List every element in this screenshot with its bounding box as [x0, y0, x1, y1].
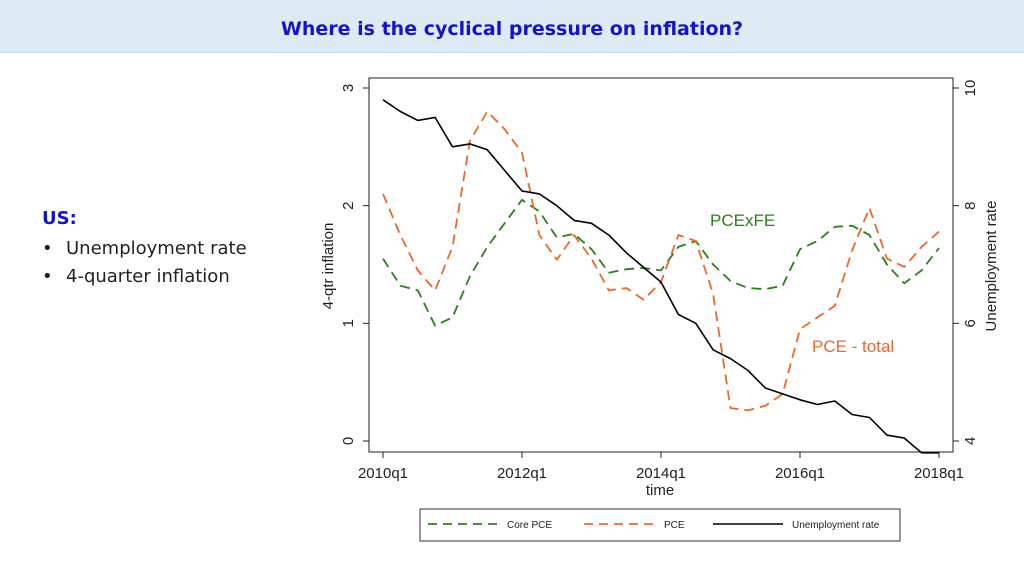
y2-axis-label: Unemployment rate: [983, 201, 1000, 332]
legend-label-core-pce: Core PCE: [507, 520, 552, 531]
y2-tick-label: 10: [962, 80, 979, 97]
y-axis-label: 4-qtr inflation: [320, 223, 337, 310]
y-tick-label: 3: [340, 84, 357, 92]
x-tick-label: 2010q1: [358, 465, 408, 482]
y2-tick-label: 6: [962, 319, 979, 327]
legend-label-pce: PCE: [664, 520, 685, 531]
x-tick-label: 2012q1: [497, 465, 547, 482]
y2-tick-label: 8: [962, 201, 979, 209]
x-tick-label: 2016q1: [775, 465, 825, 482]
bullet-heading: US:: [42, 208, 77, 229]
axis-layer: 2010q1 2012q1 2014q1 2016q1 2018q1 0 1 2 3 4 6 8 10: [340, 80, 979, 482]
series-line-unemployment-rate: [382, 99, 939, 454]
annotation-pcexfe: PCExFE: [710, 211, 775, 230]
series-line-core-pce: [382, 198, 940, 327]
legend-label-unemployment: Unemployment rate: [792, 520, 880, 531]
bullet-dot-icon: •: [42, 238, 53, 259]
x-tick-label: 2014q1: [636, 465, 686, 482]
bullet-dot-icon: •: [42, 266, 53, 287]
y-tick-label: 0: [340, 437, 357, 445]
bullet-item-inflation: • 4-quarter inflation: [42, 263, 247, 291]
slide-title: Where is the cyclical pressure on inflat…: [280, 18, 744, 40]
bullet-text: 4-quarter inflation: [66, 266, 230, 287]
bullet-item-unemployment: • Unemployment rate: [42, 235, 247, 263]
y2-tick-label: 4: [962, 437, 979, 445]
series-line-pce: [382, 110, 940, 412]
annotation-pce-total: PCE - total: [812, 337, 894, 356]
plot-area-frame: [368, 77, 954, 453]
y-tick-label: 1: [340, 319, 357, 327]
bullet-text: Unemployment rate: [66, 238, 247, 259]
title-bar: [0, 0, 1024, 53]
x-tick-label: 2018q1: [914, 465, 964, 482]
x-axis-label: time: [646, 482, 674, 499]
series-layer: [382, 99, 940, 454]
y-tick-label: 2: [340, 201, 357, 209]
bullet-list: US: • Unemployment rate • 4-quarter inflat…: [42, 208, 247, 291]
legend-box: [419, 508, 901, 542]
